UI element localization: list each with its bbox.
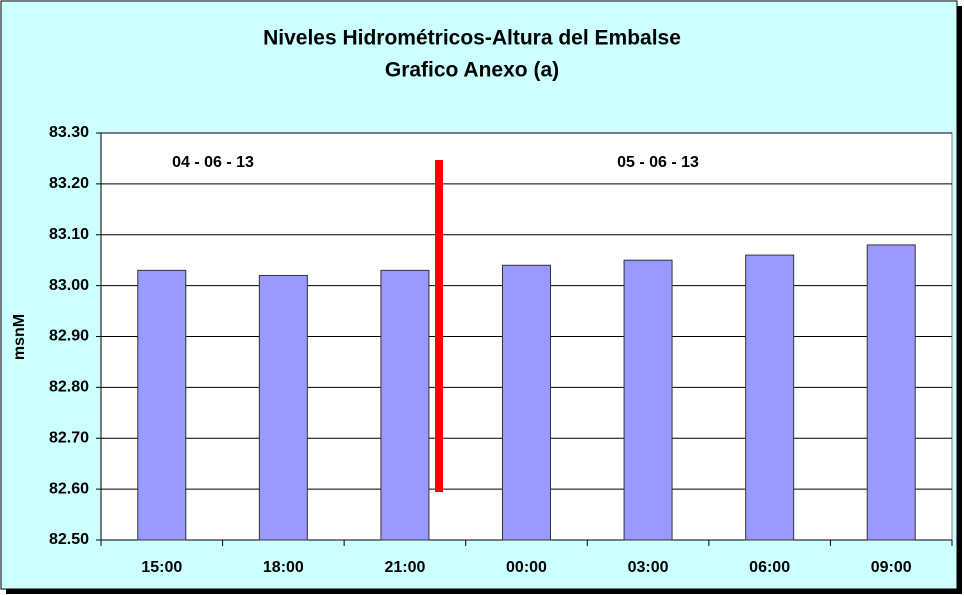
x-tick-label: 18:00: [263, 559, 304, 576]
bar: [502, 264, 551, 541]
date-annotation: 05 - 06 - 13: [617, 154, 699, 171]
bar: [745, 254, 795, 541]
y-tick-label: 83.20: [49, 175, 89, 192]
y-tick-label: 83.00: [49, 277, 89, 294]
bar: [380, 269, 430, 541]
bar: [866, 244, 916, 541]
y-tick-label: 82.50: [49, 531, 89, 548]
chart-subtitle: Grafico Anexo (a): [385, 59, 559, 82]
x-tick-label: 21:00: [384, 559, 425, 576]
y-tick-label: 82.90: [49, 328, 89, 345]
x-tick-label: 15:00: [141, 559, 182, 576]
bar: [137, 269, 187, 541]
x-tick-label: 03:00: [628, 559, 669, 576]
chart-title: Niveles Hidrométricos-Altura del Embalse: [263, 27, 681, 50]
y-axis-label: msnM: [11, 314, 28, 360]
x-tick-label: 00:00: [506, 559, 547, 576]
x-tick-label: 06:00: [749, 559, 790, 576]
plot: 82.50 82.60 82.70 82.80 82.90 83.00 83.10 83.20…: [49, 124, 953, 576]
y-tick-label: 82.70: [49, 429, 89, 446]
bar: [258, 274, 308, 541]
date-annotation: 04 - 06 - 13: [172, 154, 254, 171]
date-separator: [435, 160, 443, 492]
bar: [623, 259, 673, 541]
y-tick-label: 83.30: [49, 124, 89, 141]
y-tick-label: 83.10: [49, 226, 89, 243]
y-tick-label: 82.80: [49, 379, 89, 396]
x-tick-label: 09:00: [871, 559, 912, 576]
y-tick-label: 82.60: [49, 480, 89, 497]
